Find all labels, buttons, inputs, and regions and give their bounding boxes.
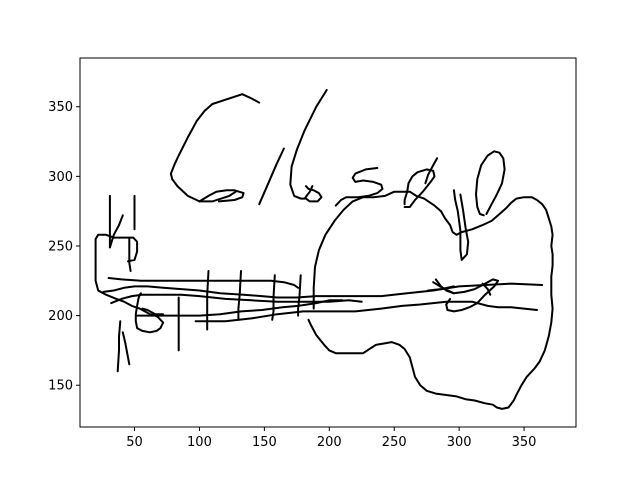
series-line-36 (481, 282, 492, 296)
series-line-13 (94, 265, 165, 324)
series-line-33 (432, 278, 500, 313)
series-line-9 (424, 157, 439, 185)
plot-area (79, 57, 577, 428)
series-line-30 (116, 320, 122, 373)
series-line-19 (107, 277, 300, 289)
axes-frame (79, 57, 577, 428)
series-line-26 (206, 270, 210, 331)
x-tick-label: 300 (447, 435, 472, 450)
y-tick-label: 250 (48, 239, 73, 254)
series-layer (94, 89, 554, 410)
series-line-14 (134, 292, 165, 334)
series-line-32 (307, 190, 554, 410)
x-tick-label: 350 (512, 435, 537, 450)
y-tick-label: 350 (48, 100, 73, 115)
x-tick-label: 150 (252, 435, 277, 450)
x-axis: 50 100 150 200 250 300 350 (126, 427, 536, 450)
x-tick-label: 200 (317, 435, 342, 450)
series-line-22 (136, 299, 344, 317)
x-tick-label: 250 (382, 435, 407, 450)
series-line-23 (194, 300, 538, 323)
series-line-2 (169, 172, 237, 203)
x-tick-label: 100 (187, 435, 212, 450)
series-line-1 (169, 93, 261, 175)
series-line-29 (297, 274, 302, 317)
series-line-16 (108, 214, 124, 249)
series-line-3 (198, 189, 245, 203)
series-line-6 (304, 185, 323, 203)
series-line-24 (141, 307, 165, 316)
series-line-35 (427, 285, 455, 292)
x-tick-label: 50 (126, 435, 143, 450)
y-tick-label: 200 (48, 309, 73, 324)
series-line-10 (452, 189, 470, 261)
series-line-27 (237, 270, 242, 321)
series-line-7 (334, 167, 384, 207)
y-tick-label: 150 (48, 379, 73, 394)
series-line-5 (289, 89, 328, 200)
y-tick-label: 300 (48, 170, 73, 185)
y-axis: 150 200 250 300 350 (48, 100, 80, 394)
series-line-31 (121, 331, 131, 366)
series-line-12 (94, 233, 139, 268)
series-line-15 (128, 238, 132, 272)
series-line-4 (258, 147, 285, 206)
series-line-11 (475, 150, 506, 217)
series-line-28 (271, 274, 276, 321)
